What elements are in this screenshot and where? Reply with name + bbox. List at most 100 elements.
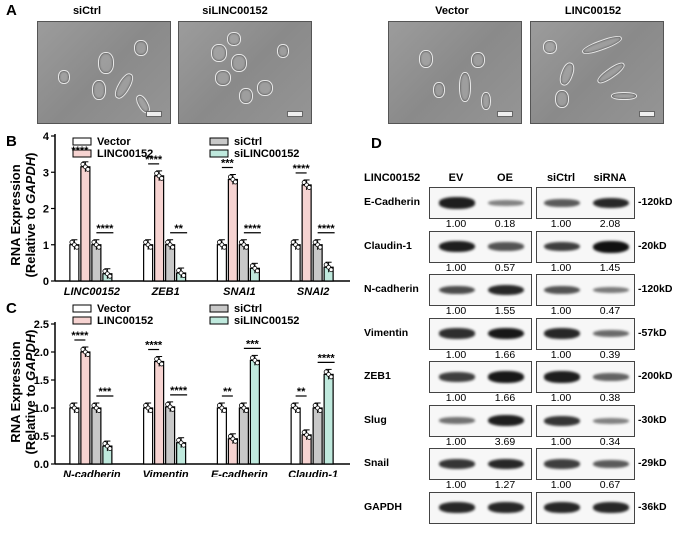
chart-b-ytick-label: 3 [43,167,49,179]
wb-row-label: Snail [364,457,390,469]
chart-b-bar [91,244,102,282]
micrograph-title-sictrl: siCtrl [72,5,102,17]
wb-band [544,199,580,207]
chart-b-point [107,273,113,279]
chart-b-legend-label: LINC00152 [97,148,153,160]
wb-band [544,415,580,426]
wb-blot-box [536,274,635,306]
wb-col-oe: OE [497,172,513,184]
chart-b-bar [165,244,176,282]
wb-quant-value: 1.55 [494,305,516,317]
chart-b-bar [143,244,154,282]
chart-b-point [254,268,260,274]
chart-c-point [254,360,260,366]
wb-quant-value: 1.00 [550,261,572,274]
chart-c-category-label: N-cadherin [63,469,121,477]
chart-c-point [96,408,102,413]
chart-b-sig-label: **** [244,223,262,235]
wb-band [488,327,524,340]
chart-c-point [232,438,238,444]
wb-band [488,284,524,296]
wb-band [593,417,629,424]
micrograph-title-silinc00152: siLINC00152 [202,5,268,17]
wb-quant-value: 0.47 [599,305,621,317]
chart-b-legend-label: Vector [97,136,131,148]
chart-c-bar [312,407,323,465]
wb-row-label: ZEB1 [364,370,391,382]
chart-c-ytick-label: 2.5 [34,319,49,331]
wb-quant-value: 1.00 [445,218,467,230]
chart-c-sig-label: ** [223,386,232,398]
wb-quant-value: 1.66 [494,348,516,361]
wb-band [544,285,580,295]
chart-c-bar [290,407,301,465]
wb-blot-box [429,448,532,480]
chart-b-category-label: LINC00152 [64,286,120,298]
wb-band [439,502,475,513]
wb-row-label: Slug [364,413,387,426]
chart-c-ytick-label: 1.5 [34,375,49,387]
chart-c-sig-label: *** [98,386,112,398]
chart-c-point [328,374,334,380]
chart-b-point [221,244,227,250]
chart-b-bar [69,244,80,282]
wb-quant-value: 0.34 [599,435,621,448]
chart-c-legend-swatch [209,304,229,313]
chart-b-category-label: ZEB1 [151,286,180,298]
chart-c-bar [69,407,80,465]
micrograph-linc00152 [530,21,664,124]
wb-band [439,417,475,424]
chart-b-bar [216,244,227,282]
chart-b-ytick-label: 2 [43,204,49,216]
wb-band [439,285,475,295]
chart-c-category-label: Vimentin [143,469,189,477]
wb-blot-box [429,361,532,393]
chart-b-point [170,244,176,250]
wb-band [439,328,475,339]
wb-row-label: GAPDH [364,500,402,513]
wb-col-sirna: siRNA [593,172,627,184]
wb-band [439,459,475,469]
chart-b-legend-swatch [209,137,229,146]
chart-c-point [148,408,154,413]
wb-band [488,200,524,206]
wb-kd-label: -120kD [638,196,673,208]
wb-kd-label: -30kD [638,413,667,426]
wb-blot-box [536,491,635,524]
chart-c-ylabel-2: (Relative to GAPDH) [23,330,38,455]
chart-c-category-label: Claudin-1 [288,469,338,477]
chart-c-point [170,406,176,412]
wb-band [544,241,580,252]
chart-b-point [96,244,102,250]
wb-blot-box [536,361,635,393]
chart-c-legend-swatch [72,316,92,325]
chart-b-bar [80,166,91,282]
wb-quant-value: 1.00 [445,261,467,274]
chart-c-point [295,408,301,413]
wb-band [439,197,475,209]
chart-c-point [221,408,227,413]
chart-c-point [85,352,91,357]
wb-quant-value: 2.08 [599,218,621,230]
wb-quant-value: 1.00 [550,479,572,491]
chart-b-legend-label: siCtrl [234,136,262,148]
wb-band [439,240,475,253]
chart-b-point [232,179,238,185]
panel-d-label: D [371,135,382,152]
micrograph-silinc00152 [178,21,312,124]
wb-blot-box [429,187,532,219]
micrograph-sictrl [37,21,171,124]
chart-b-ytick-label: 4 [43,131,50,143]
wb-band [593,460,629,468]
wb-band [488,458,524,470]
wb-blot-box [429,230,532,263]
wb-quant-value: 1.00 [445,348,467,361]
chart-c-ytick-label: 1.0 [34,403,49,415]
chart-b-point [243,244,249,250]
chart-c-ylabel-1: RNA Expression [8,341,23,442]
wb-band [593,197,629,209]
chart-b-bar [301,184,312,282]
wb-quant-value: 1.00 [550,218,572,230]
chart-c-bar [154,360,165,465]
wb-quant-value: 3.69 [494,435,516,448]
